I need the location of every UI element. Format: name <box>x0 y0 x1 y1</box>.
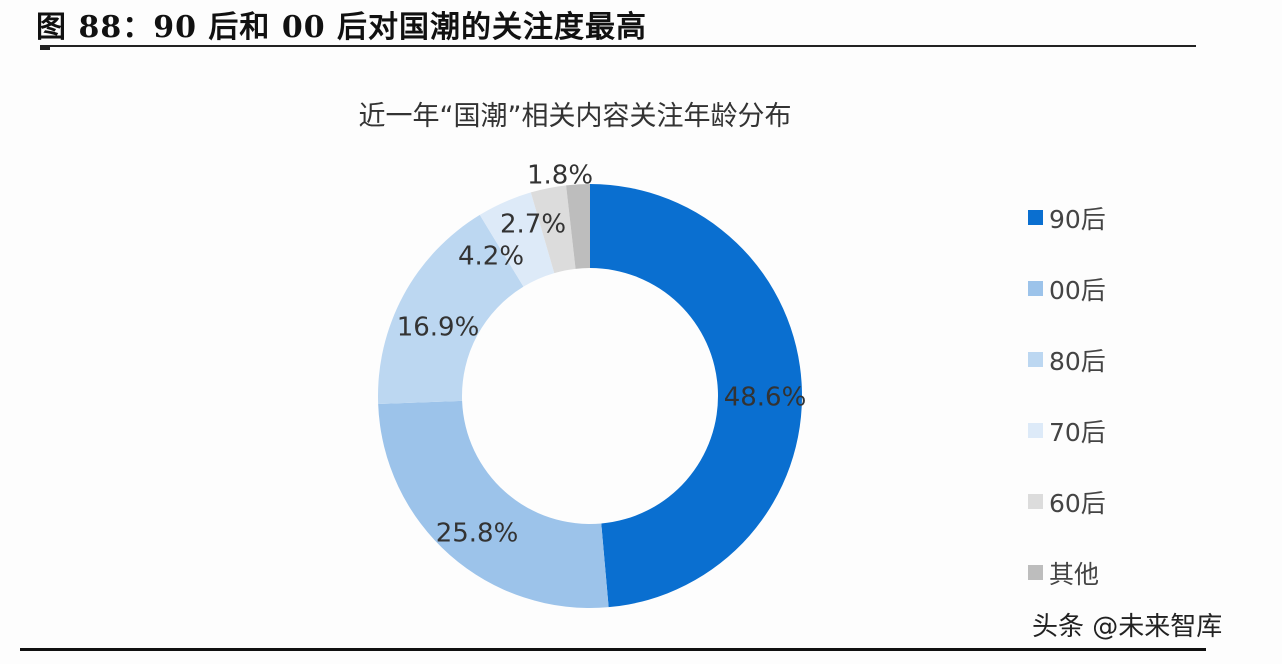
legend-label: 70后 <box>1049 417 1106 447</box>
slice-label: 48.6% <box>724 383 807 413</box>
top-divider-stub <box>40 45 50 50</box>
legend-item-00: 00后 <box>1028 253 1106 324</box>
legend-swatch <box>1028 565 1043 580</box>
legend-swatch <box>1028 281 1043 296</box>
donut-slice-3 <box>479 192 555 287</box>
legend-swatch <box>1028 494 1043 509</box>
legend-item-other: 其他 <box>1028 537 1106 608</box>
top-divider <box>40 45 1196 47</box>
legend-swatch <box>1028 210 1043 225</box>
donut-slice-4 <box>530 185 576 274</box>
slice-label: 25.8% <box>436 519 519 549</box>
figure-title: 图 88：90 后和 00 后对国潮的关注度最高 <box>36 10 648 45</box>
donut-slice-0 <box>590 184 802 608</box>
donut-labels: 48.6% 25.8% 16.9% 4.2%2.7% 1.8% <box>397 161 807 549</box>
legend-item-80: 80后 <box>1028 324 1106 395</box>
legend-label: 00后 <box>1049 275 1106 305</box>
slice-label: 16.9% <box>397 313 480 343</box>
slice-label: 1.8% <box>527 161 593 191</box>
legend-label: 80后 <box>1049 346 1106 376</box>
watermark: 头条 @未来智库 <box>1032 612 1223 642</box>
legend-label: 90后 <box>1049 204 1106 234</box>
donut-slice-5 <box>566 184 590 269</box>
chart-title: 近一年“国潮”相关内容关注年龄分布 <box>358 101 792 132</box>
legend-item-70: 70后 <box>1028 395 1106 466</box>
legend-item-90: 90后 <box>1028 182 1106 253</box>
slice-label: 4.2% <box>458 242 524 272</box>
donut-slice-2 <box>378 214 524 404</box>
legend-swatch <box>1028 352 1043 367</box>
legend-item-60: 60后 <box>1028 466 1106 537</box>
legend-swatch <box>1028 423 1043 438</box>
legend-label: 60后 <box>1049 488 1106 518</box>
legend: 90后 00后 80后 70后 60后 其他 <box>1028 182 1106 608</box>
slice-label: 2.7% <box>500 210 566 240</box>
legend-label: 其他 <box>1049 559 1100 589</box>
donut-slices <box>378 184 802 608</box>
donut-slice-1 <box>378 400 609 608</box>
bottom-divider <box>20 648 1206 651</box>
